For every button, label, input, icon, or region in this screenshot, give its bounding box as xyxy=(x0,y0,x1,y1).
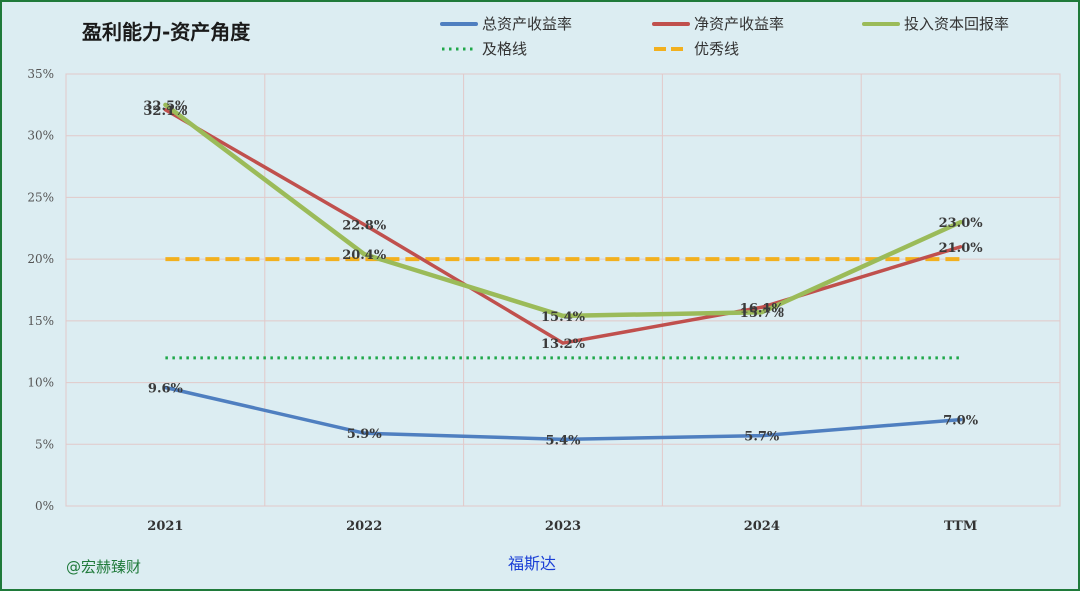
series-line xyxy=(163,385,963,442)
grid xyxy=(65,73,1061,507)
data-label: 13.2% xyxy=(541,337,586,352)
watermark-text: @宏赫臻财 xyxy=(66,558,141,576)
data-label: 21.0% xyxy=(939,241,984,256)
data-label: 5.9% xyxy=(347,427,383,442)
x-tick-label: 2024 xyxy=(744,519,780,534)
legend-label: 净资产收益率 xyxy=(694,15,784,33)
data-label: 23.0% xyxy=(939,216,984,231)
y-tick-label: 15% xyxy=(27,314,54,328)
legend-label: 及格线 xyxy=(482,40,527,58)
series-lines xyxy=(163,102,963,442)
x-tick-label: 2023 xyxy=(545,519,581,534)
data-label: 22.8% xyxy=(342,219,387,234)
y-axis-ticks: 0% 5% 10% 15% 20% 25% 30% 35% xyxy=(27,67,54,513)
data-label: 15.7% xyxy=(740,306,785,321)
y-tick-label: 30% xyxy=(27,129,54,143)
data-label: 5.7% xyxy=(744,430,780,445)
y-tick-label: 20% xyxy=(27,252,54,266)
data-label: 20.4% xyxy=(342,248,387,263)
reference-lines xyxy=(165,257,961,360)
data-label: 5.4% xyxy=(546,433,582,448)
series-line xyxy=(163,102,963,319)
legend-label: 总资产收益率 xyxy=(482,15,572,33)
x-axis-ticks: 2021 2022 2023 2024 TTM xyxy=(147,519,977,534)
company-name: 福斯达 xyxy=(508,554,556,573)
x-tick-label: TTM xyxy=(944,519,977,534)
y-tick-label: 10% xyxy=(27,376,54,390)
y-tick-label: 35% xyxy=(27,67,54,81)
data-label: 15.4% xyxy=(541,310,586,325)
data-label: 7.0% xyxy=(943,414,979,429)
chart-title: 盈利能力-资产角度 xyxy=(81,20,251,44)
y-tick-label: 0% xyxy=(35,499,54,513)
plot-area xyxy=(65,73,1061,507)
data-label: 32.1% xyxy=(143,104,188,119)
y-tick-label: 5% xyxy=(35,437,54,451)
legend-label: 投入资本回报率 xyxy=(904,15,1009,33)
x-tick-label: 2022 xyxy=(346,519,382,534)
y-tick-label: 25% xyxy=(27,190,54,204)
data-label: 32.5% xyxy=(143,99,188,114)
x-tick-label: 2021 xyxy=(147,519,183,534)
data-labels: 9.6% 5.9% 5.4% 5.7% 7.0% 32.1% 22.8% 13.2% 16.1%… xyxy=(143,99,983,448)
legend-label: 优秀线 xyxy=(694,40,739,58)
data-label: 16.1% xyxy=(740,301,785,316)
series-line xyxy=(163,108,963,345)
data-label: 9.6% xyxy=(148,382,184,397)
